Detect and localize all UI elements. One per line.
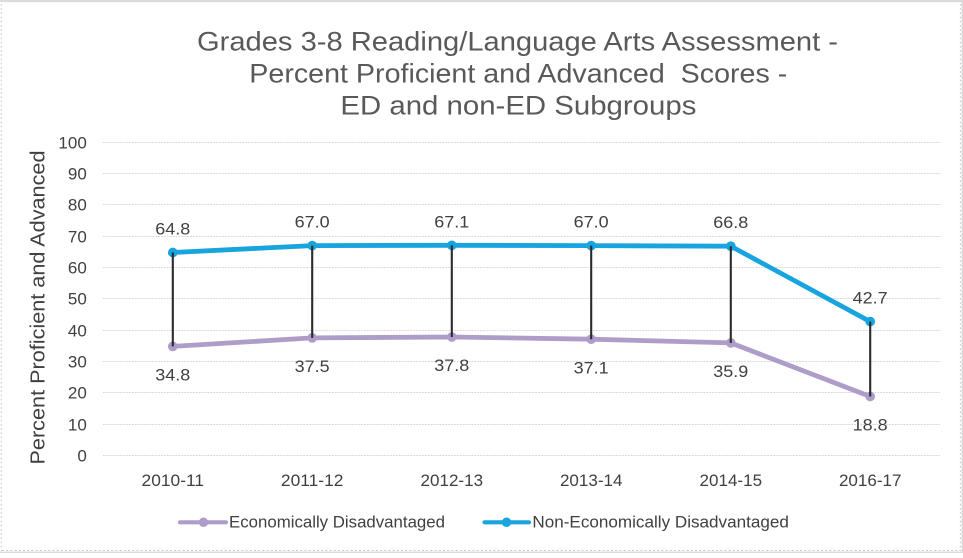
svg-text:Grades 3-8 Reading/Language Ar: Grades 3-8 Reading/Language Arts Assessm…	[197, 27, 838, 57]
svg-text:Economically Disadvantaged: Economically Disadvantaged	[229, 514, 445, 532]
svg-text:Percent Proficient and Advance: Percent Proficient and Advanced Scores -	[249, 58, 787, 88]
svg-text:42.7: 42.7	[853, 289, 888, 308]
svg-text:67.0: 67.0	[574, 213, 609, 232]
svg-text:34.8: 34.8	[155, 366, 190, 385]
svg-text:20: 20	[68, 384, 87, 403]
svg-text:2013-14: 2013-14	[560, 471, 623, 490]
svg-text:67.0: 67.0	[295, 213, 330, 232]
svg-text:Non-Economically Disadvantaged: Non-Economically Disadvantaged	[532, 514, 789, 532]
svg-text:10: 10	[68, 416, 87, 435]
svg-text:64.8: 64.8	[155, 220, 190, 239]
svg-text:2011-12: 2011-12	[281, 471, 344, 490]
svg-text:60: 60	[68, 259, 87, 278]
svg-text:0: 0	[77, 447, 86, 466]
svg-text:2010-11: 2010-11	[142, 471, 205, 490]
svg-text:66.8: 66.8	[713, 213, 748, 232]
svg-text:70: 70	[68, 228, 87, 247]
svg-text:40: 40	[68, 322, 87, 341]
svg-text:37.1: 37.1	[574, 358, 609, 377]
svg-text:ED and non-ED Subgroups: ED and non-ED Subgroups	[340, 91, 696, 121]
svg-text:35.9: 35.9	[713, 362, 748, 381]
svg-text:2012-13: 2012-13	[421, 471, 484, 490]
svg-text:30: 30	[68, 353, 87, 372]
svg-text:50: 50	[68, 290, 87, 309]
svg-text:2014-15: 2014-15	[700, 471, 763, 490]
svg-text:80: 80	[68, 196, 87, 215]
svg-text:90: 90	[68, 165, 87, 184]
svg-text:18.8: 18.8	[853, 416, 888, 435]
svg-text:100: 100	[58, 134, 86, 153]
svg-text:37.5: 37.5	[295, 357, 330, 376]
svg-text:67.1: 67.1	[434, 212, 469, 231]
svg-text:37.8: 37.8	[434, 356, 469, 375]
svg-text:Percent Proficient and Advance: Percent Proficient and Advanced	[27, 151, 50, 465]
svg-text:2016-17: 2016-17	[839, 471, 902, 490]
